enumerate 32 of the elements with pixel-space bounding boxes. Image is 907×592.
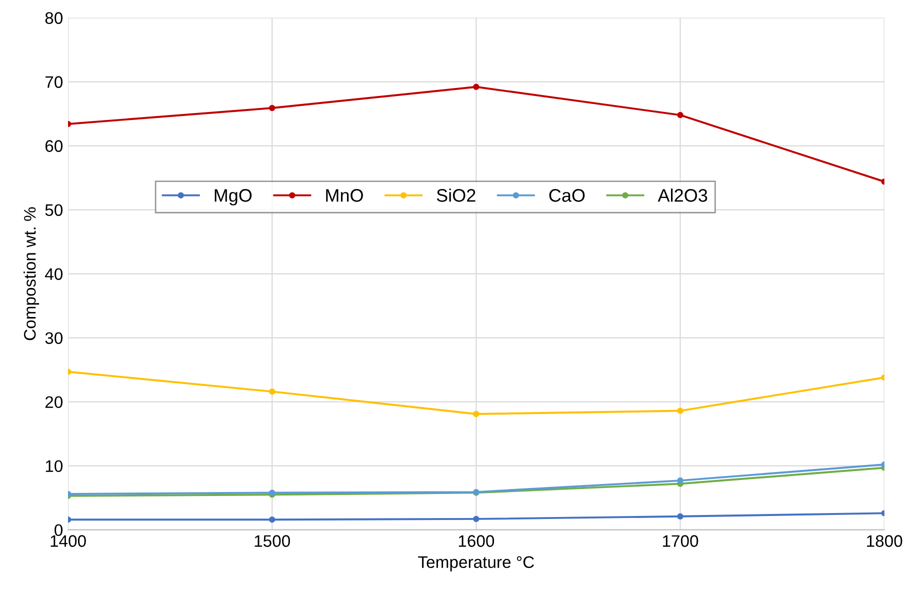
point <box>677 408 684 414</box>
x-tick-label: 1800 <box>867 535 902 547</box>
y-tick-label: 30 <box>45 332 63 344</box>
point <box>268 388 276 395</box>
y-tick-label: 50 <box>45 204 63 216</box>
legend-label: MgO <box>214 189 252 206</box>
y-tick-label: 80 <box>45 12 63 24</box>
point <box>677 513 684 520</box>
legend-label: Al2O3 <box>658 188 708 202</box>
point <box>268 104 276 112</box>
y-axis-title: Compostion wt. % <box>24 207 40 340</box>
x-tick-label: 1600 <box>458 535 494 547</box>
point <box>473 516 480 522</box>
y-tick-label: 0 <box>54 524 63 536</box>
legend-label: MnO <box>326 189 363 202</box>
y-tick-label: 40 <box>45 268 63 280</box>
legend-label: SiO2 <box>436 188 476 202</box>
point <box>473 84 480 90</box>
x-tick-label: 1500 <box>254 535 290 547</box>
y-tick-label: 10 <box>46 460 63 472</box>
y-tick-label: 60 <box>45 140 63 152</box>
x-axis-title: Temperature °C <box>418 556 534 572</box>
x-tick-label: 1700 <box>662 535 698 547</box>
y-tick-label: 70 <box>45 76 63 88</box>
legend-label: CaO <box>549 189 585 202</box>
point <box>473 410 480 418</box>
point <box>677 112 684 118</box>
line-series <box>68 510 884 523</box>
x-tick-label: 1400 <box>50 535 86 547</box>
point <box>268 516 276 523</box>
point <box>677 477 684 484</box>
y-tick-label: 20 <box>45 396 63 408</box>
